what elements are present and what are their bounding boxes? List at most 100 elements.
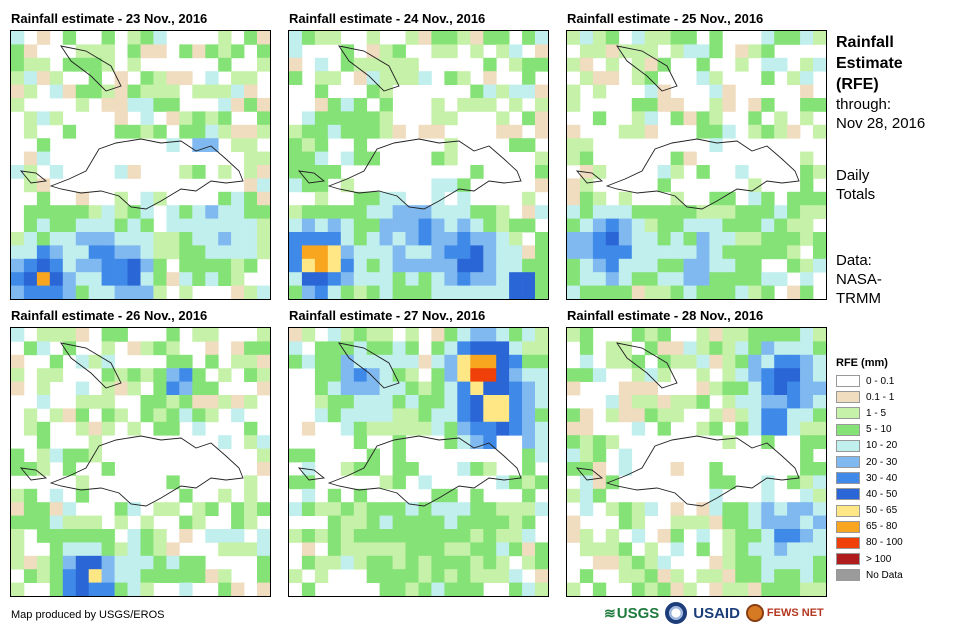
- rfe-cell: [257, 569, 270, 583]
- rfe-cell: [813, 395, 826, 409]
- rfe-cell: [62, 515, 77, 530]
- rfe-cell: [709, 582, 723, 596]
- rfe-cell: [522, 245, 536, 260]
- rfe-cell: [483, 218, 497, 233]
- rfe-cell: [748, 555, 762, 570]
- rfe-cell: [114, 542, 128, 557]
- rfe-cell: [483, 462, 497, 476]
- rfe-cell: [353, 381, 368, 396]
- rfe-cell: [800, 258, 814, 273]
- rfe-cell: [140, 395, 154, 409]
- rfe-cell: [457, 381, 471, 396]
- rfe-cell: [366, 124, 380, 139]
- rfe-cell: [49, 529, 64, 543]
- rfe-cell: [166, 328, 180, 342]
- rfe-cell: [483, 421, 497, 436]
- rfe-cell: [735, 368, 749, 382]
- rfe-cell: [696, 328, 710, 342]
- rfe-cell: [179, 245, 193, 260]
- rfe-cell: [218, 124, 232, 139]
- rfe-cell: [579, 245, 594, 260]
- rfe-cell: [483, 354, 497, 369]
- rfe-cell: [218, 368, 232, 382]
- rfe-cell: [301, 151, 316, 166]
- rfe-cell: [457, 515, 471, 530]
- rfe-cell: [787, 542, 801, 557]
- rfe-cell: [23, 502, 38, 516]
- rfe-cell: [289, 205, 303, 219]
- rfe-cell: [618, 408, 633, 423]
- rfe-cell: [592, 368, 607, 382]
- rfe-cell: [631, 124, 646, 139]
- rfe-cell: [114, 285, 128, 299]
- rfe-cell: [444, 502, 458, 516]
- rfe-cell: [75, 515, 90, 530]
- rfe-cell: [509, 582, 523, 596]
- rfe-cell: [75, 272, 90, 286]
- rfe-cell: [353, 328, 368, 342]
- rfe-cell: [483, 529, 497, 543]
- rfe-cell: [366, 555, 380, 570]
- rfe-cell: [140, 111, 154, 126]
- rfe-cell: [670, 515, 684, 530]
- rainfall-grid-24-nov: [289, 31, 548, 299]
- rfe-cell: [457, 582, 471, 596]
- rfe-cell: [166, 354, 180, 369]
- rfe-cell: [49, 354, 64, 369]
- rfe-cell: [483, 57, 497, 72]
- panel-title-23-nov: Rainfall estimate - 23 Nov., 2016: [11, 11, 208, 26]
- rfe-cell: [670, 205, 684, 219]
- rfe-cell: [592, 84, 607, 99]
- rfe-cell: [683, 515, 697, 530]
- rfe-cell: [289, 341, 303, 356]
- rfe-cell: [509, 98, 523, 112]
- rfe-cell: [166, 408, 180, 423]
- rfe-cell: [257, 218, 270, 233]
- seal-icon: [665, 602, 688, 624]
- rfe-cell: [353, 57, 368, 72]
- rfe-cell: [153, 285, 167, 299]
- rfe-cell: [444, 395, 458, 409]
- rfe-cell: [592, 435, 607, 449]
- rfe-cell: [761, 44, 775, 59]
- rfe-cell: [366, 285, 380, 299]
- rfe-cell: [101, 381, 115, 396]
- rfe-cell: [444, 232, 458, 246]
- rfe-cell: [166, 502, 180, 516]
- rfe-cell: [366, 368, 380, 382]
- rfe-cell: [774, 328, 788, 342]
- legend-swatch: [836, 472, 860, 485]
- rfe-cell: [392, 341, 406, 356]
- rfe-cell: [23, 124, 38, 139]
- rfe-cell: [231, 138, 245, 152]
- rfe-cell: [709, 44, 723, 59]
- rfe-cell: [535, 421, 548, 436]
- rfe-cell: [657, 165, 671, 179]
- rfe-cell: [231, 44, 245, 59]
- rfe-cell: [179, 368, 193, 382]
- rfe-cell: [631, 381, 646, 396]
- legend-item: 50 - 65: [836, 503, 903, 519]
- rfe-cell: [257, 151, 270, 166]
- rfe-cell: [535, 44, 548, 59]
- rfe-cell: [735, 582, 749, 596]
- rfe-cell: [457, 354, 471, 369]
- rfe-cell: [800, 368, 814, 382]
- globe-icon: [745, 604, 764, 622]
- rfe-cell: [379, 84, 393, 99]
- rfe-cell: [392, 515, 406, 530]
- rfe-cell: [289, 448, 303, 463]
- rfe-cell: [392, 285, 406, 299]
- rfe-cell: [470, 515, 484, 530]
- rfe-cell: [457, 408, 471, 423]
- rfe-cell: [522, 368, 536, 382]
- rfe-cell: [800, 57, 814, 72]
- rfe-cell: [631, 57, 646, 72]
- rfe-cell: [75, 232, 90, 246]
- rfe-cell: [127, 368, 141, 382]
- rfe-cell: [127, 285, 141, 299]
- rfe-cell: [567, 285, 581, 299]
- rfe-cell: [444, 111, 458, 126]
- rfe-cell: [470, 84, 484, 99]
- rfe-cell: [114, 502, 128, 516]
